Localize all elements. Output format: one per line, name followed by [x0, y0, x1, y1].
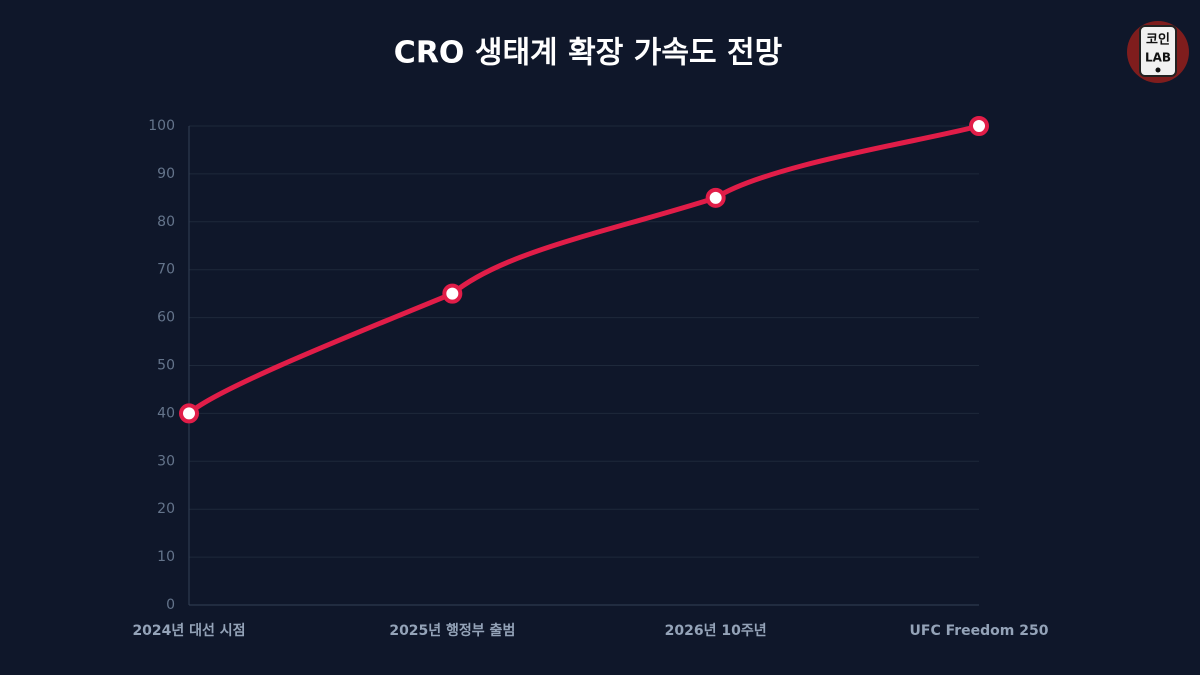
line [186, 123, 982, 416]
y-tick-label: 30 [157, 453, 175, 469]
y-tick-label: 90 [157, 166, 175, 182]
y-tick-label: 100 [148, 118, 175, 134]
point [969, 116, 989, 136]
y-tick-label: 60 [157, 310, 175, 326]
point [442, 283, 463, 304]
y-tick-label: 40 [157, 405, 175, 421]
logo-text: 코인 [1146, 32, 1170, 48]
y-tick-label: 80 [157, 214, 175, 230]
y-tick-label: 20 [157, 501, 175, 517]
logo-dot [1155, 67, 1161, 73]
chart-title: CRO 생태계 확장 가속도 전망 [394, 36, 783, 71]
x-tick-label: UFC Freedom 250 [910, 623, 1049, 639]
y-tick-label: 10 [157, 549, 175, 565]
x-tick-label: 2024년 대선 시점 [132, 622, 245, 639]
x-tick-label: 2025년 행정부 출범 [389, 622, 515, 639]
logo-text: LAB [1145, 51, 1171, 65]
point [705, 187, 726, 208]
y-tick-label: 0 [166, 597, 175, 613]
logo: 코인 LAB [1127, 21, 1189, 83]
logo-phone [1139, 25, 1177, 77]
x-tick-label: 2026년 10주년 [665, 623, 767, 639]
y-tick-label: 70 [157, 262, 175, 278]
point [179, 403, 199, 424]
y-tick-label: 50 [157, 358, 175, 374]
